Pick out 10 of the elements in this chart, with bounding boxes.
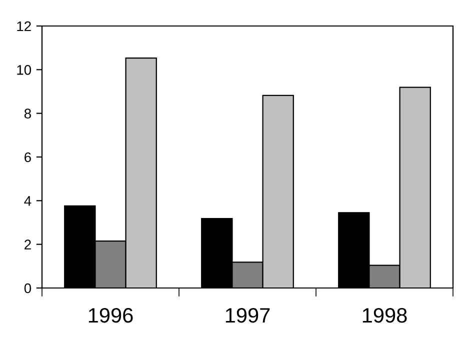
x-tick-label: 1997 (226, 308, 270, 323)
x-tick-label: 1996 (88, 308, 133, 323)
y-tick-label: 6 (24, 152, 31, 162)
x-tick-label: 1998 (362, 308, 407, 323)
y-tick-label: 8 (24, 108, 31, 119)
y-tick-label: 0 (24, 283, 32, 294)
y-tick-label: 2 (24, 240, 31, 250)
y-tick-label: 12 (17, 21, 31, 32)
y-tick-label: 4 (24, 196, 32, 206)
y-tick-label: 10 (17, 65, 32, 75)
